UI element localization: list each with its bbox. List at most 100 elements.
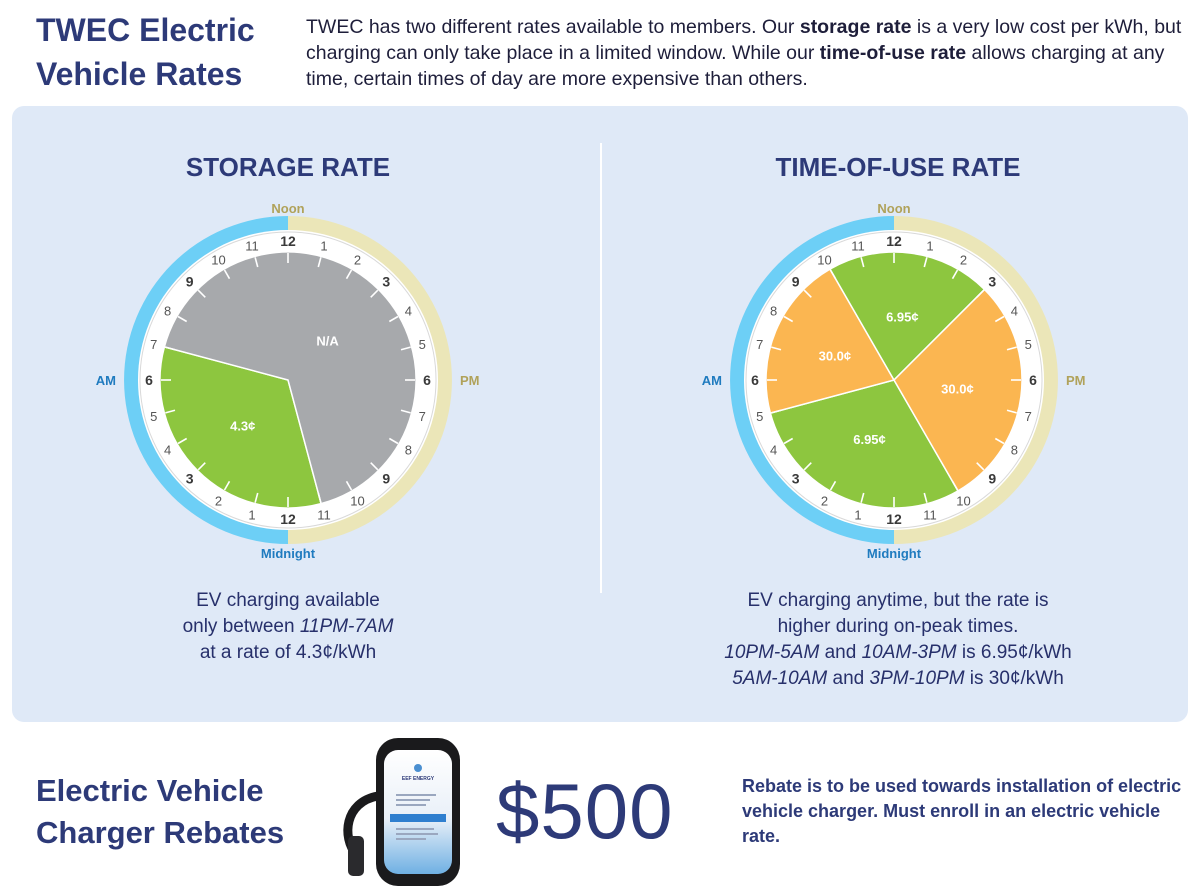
charger-brand-text: EEF ENERGY — [402, 776, 435, 782]
tou-tick-10 — [829, 269, 837, 280]
storage-midnight-label: Midnight — [261, 546, 316, 561]
storage-tick-21 — [370, 462, 379, 471]
storage-tick-19 — [400, 409, 411, 414]
tou-hour-label-11: 11 — [923, 507, 937, 522]
storage-hour-label-16: 4 — [164, 443, 171, 458]
tou-pm-label: PM — [1066, 373, 1086, 388]
tou-rate-heading: TIME-OF-USE RATE — [775, 152, 1021, 182]
intro-text-3: allows charging at any time, certain tim… — [306, 42, 1165, 90]
tou-offpeak-price: is 6.95¢/kWh — [956, 642, 1072, 663]
tou-desc-and-2: and — [827, 668, 870, 689]
storage-rate-description: EV charging available only between 11PM-… — [68, 588, 508, 666]
tou-segment-0 — [769, 379, 960, 509]
storage-hour-label-11: 11 — [317, 507, 331, 522]
intro-paragraph: TWEC has two different rates available t… — [306, 14, 1186, 92]
tou-hour-label-19: 7 — [756, 337, 763, 352]
tou-tick-16 — [994, 315, 1005, 323]
tou-desc-line-2: higher during on-peak times. — [777, 616, 1019, 637]
storage-tick-1 — [254, 492, 259, 503]
tou-hour-label-10: 10 — [956, 493, 970, 508]
storage-hour-label-7: 7 — [419, 409, 426, 424]
storage-pm-label: PM — [460, 373, 480, 388]
rebate-title-line-1: Electric Vehicle — [36, 773, 264, 808]
intro-storage-rate-bold: storage rate — [799, 16, 912, 38]
tou-rate-description: EV charging anytime, but the rate is hig… — [678, 588, 1118, 692]
storage-hour-label-0: 12 — [280, 233, 296, 249]
tou-tick-17 — [1006, 346, 1017, 351]
tou-hour-label-17: 5 — [756, 409, 763, 424]
tou-desc-line-4: 5AM-10AM and 3PM-10PM is 30¢/kWh — [678, 666, 1118, 692]
storage-rate-clock: 12 12345678910111212345678910114.3¢N/ANoo… — [96, 201, 480, 561]
tou-segment-label-1: 30.0¢ — [819, 349, 852, 364]
tou-hour-label-8: 8 — [1011, 443, 1018, 458]
storage-hour-label-21: 9 — [186, 274, 194, 290]
storage-tick-22 — [345, 480, 353, 491]
tou-hour-label-5: 5 — [1025, 337, 1032, 352]
title-line-1: TWEC Electric — [36, 12, 255, 48]
tou-hour-label-6: 6 — [1029, 372, 1037, 388]
storage-tick-20 — [388, 437, 399, 445]
tou-hour-label-9: 9 — [988, 470, 996, 486]
tou-hour-label-18: 6 — [751, 372, 759, 388]
storage-tick-9 — [197, 289, 206, 298]
storage-hour-label-3: 3 — [382, 274, 390, 290]
intro-text-2: is a very low cost per kWh, but charging… — [306, 16, 1182, 64]
tou-hour-label-22: 10 — [817, 253, 831, 268]
tou-midnight-label: Midnight — [867, 546, 922, 561]
storage-segment-1 — [163, 251, 417, 505]
tou-hour-label-14: 2 — [821, 493, 828, 508]
tou-peak-window-2: 3PM-10PM — [869, 668, 965, 689]
tou-tick-1 — [860, 492, 865, 503]
tou-segment-2 — [828, 251, 986, 382]
page-title: TWEC Electric Vehicle Rates — [36, 8, 296, 96]
rebate-description: Rebate is to be used towards installatio… — [742, 776, 1182, 846]
tou-peak-price: is 30¢/kWh — [964, 668, 1064, 689]
storage-tick-13 — [317, 257, 322, 268]
tou-segment-label-2: 6.95¢ — [886, 310, 919, 325]
storage-hour-label-17: 5 — [150, 409, 157, 424]
tou-segment-3 — [893, 288, 1023, 492]
storage-hour-label-22: 10 — [211, 253, 225, 268]
storage-noon-label: Noon — [271, 201, 304, 216]
tou-hour-label-1: 1 — [926, 239, 933, 254]
storage-tick-4 — [177, 437, 188, 445]
storage-tick-2 — [223, 480, 231, 491]
storage-tick-7 — [165, 346, 176, 351]
tou-tick-20 — [994, 437, 1005, 445]
tou-hour-label-20: 8 — [770, 304, 777, 319]
storage-hour-label-20: 8 — [164, 304, 171, 319]
tou-tick-3 — [803, 462, 812, 471]
storage-hour-label-6: 6 — [423, 372, 431, 388]
tou-desc-line-1: EV charging anytime, but the rate is — [747, 590, 1049, 611]
tou-tick-21 — [976, 462, 985, 471]
tou-hour-label-7: 7 — [1025, 409, 1032, 424]
tou-rate-clock: 12 12345678910111212345678910116.95¢30.0¢… — [702, 201, 1086, 561]
tou-peak-window-1: 5AM-10AM — [732, 668, 828, 689]
tou-desc-line-3: 10PM-5AM and 10AM-3PM is 6.95¢/kWh — [678, 640, 1118, 666]
tou-hour-label-12: 12 — [886, 511, 902, 527]
storage-am-label: AM — [96, 373, 116, 388]
panel-divider — [600, 143, 602, 593]
tou-tick-15 — [976, 289, 985, 298]
tou-offpeak-window-2: 10AM-3PM — [861, 642, 957, 663]
storage-tick-11 — [254, 257, 259, 268]
tou-tick-22 — [951, 480, 959, 491]
storage-desc-line-2: only between 11PM-7AM — [68, 614, 508, 640]
tou-tick-19 — [1006, 409, 1017, 414]
storage-tick-15 — [370, 289, 379, 298]
tou-tick-23 — [923, 492, 928, 503]
storage-hour-label-8: 8 — [405, 443, 412, 458]
tou-tick-5 — [771, 409, 782, 414]
intro-tou-rate-bold: time-of-use rate — [819, 42, 967, 64]
storage-hour-label-4: 4 — [405, 304, 412, 319]
tou-hour-label-3: 3 — [988, 274, 996, 290]
intro-text-1: TWEC has two different rates available t… — [306, 16, 800, 38]
tou-segment-label-0: 6.95¢ — [853, 432, 886, 447]
storage-tick-14 — [345, 269, 353, 280]
storage-hour-label-15: 3 — [186, 470, 194, 486]
rebate-title-line-2: Charger Rebates — [36, 815, 285, 850]
tou-hour-label-23: 11 — [851, 239, 865, 254]
tou-tick-11 — [860, 257, 865, 268]
ev-charger-image: EEF ENERGY — [343, 738, 460, 886]
tou-segment-label-3: 30.0¢ — [941, 381, 974, 396]
